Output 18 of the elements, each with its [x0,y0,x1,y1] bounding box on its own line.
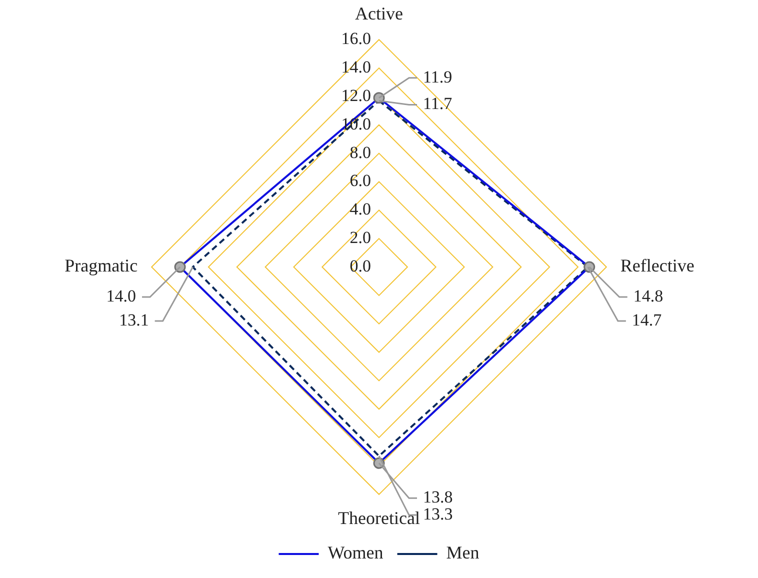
data-label: 13.3 [423,504,453,524]
y-tick-label: 16.0 [341,29,371,48]
y-tick-label: 2.0 [350,228,371,248]
data-label: 14.8 [633,286,664,306]
data-label: 14.7 [632,310,662,330]
y-tick-label: 6.0 [350,171,371,190]
spoke-label: Active [355,4,403,24]
data-label: 11.9 [423,67,452,86]
spoke-label: Pragmatic [64,256,138,276]
data-label: 13.8 [423,488,453,507]
spoke-label: Theoretical [338,508,420,528]
legend-label: Women [328,542,384,563]
data-label: 13.1 [119,310,149,330]
data-label: 14.0 [106,286,136,306]
y-tick-label: 8.0 [350,142,371,162]
spoke-label: Reflective [620,256,694,276]
y-tick-label: 4.0 [350,200,371,219]
legend-label: Men [446,542,480,563]
